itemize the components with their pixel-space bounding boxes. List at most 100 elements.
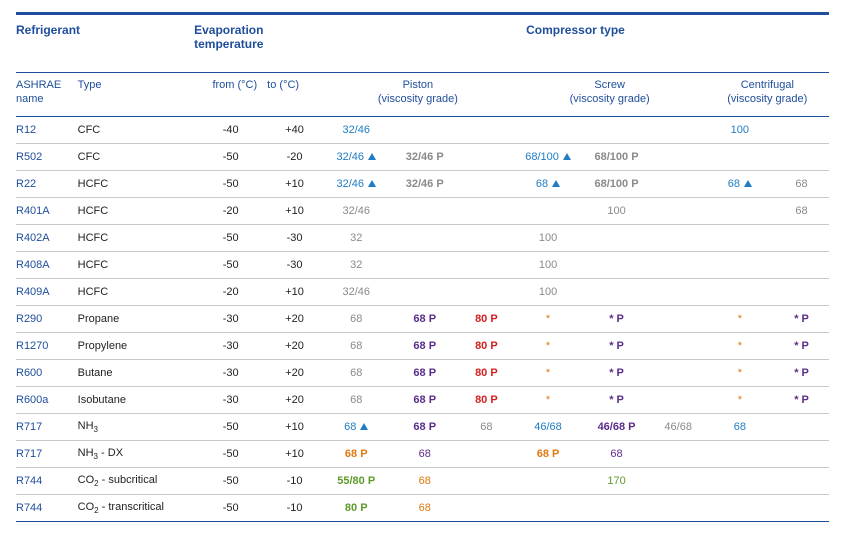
hdr-to: to (°C) xyxy=(267,72,322,117)
table-row: R502CFC-50-2032/4632/46 P68/10068/100 P xyxy=(16,144,829,171)
temp-from: -20 xyxy=(194,279,267,306)
hdr-evap: Evaporationtemperature xyxy=(194,19,322,72)
value-cell: * P xyxy=(774,387,829,414)
temp-to: +20 xyxy=(267,333,322,360)
ashrae-name: R1270 xyxy=(16,333,78,360)
value-cell: 32/46 xyxy=(322,198,391,225)
value-cell xyxy=(390,117,459,144)
value-cell: * P xyxy=(582,306,651,333)
value-cell: 46/68 xyxy=(651,414,706,441)
value-cell: 170 xyxy=(582,468,651,495)
value-cell xyxy=(651,144,706,171)
value-cell: 68 P xyxy=(390,306,459,333)
value-cell: 80 P xyxy=(322,495,391,522)
value-cell: 68 xyxy=(322,387,391,414)
ashrae-name: R402A xyxy=(16,225,78,252)
value-cell xyxy=(706,198,775,225)
value-cell xyxy=(651,252,706,279)
value-cell: * P xyxy=(774,333,829,360)
value-cell: 68/100 P xyxy=(582,171,651,198)
value-cell xyxy=(651,495,706,522)
value-cell: 68 xyxy=(390,495,459,522)
temp-from: -50 xyxy=(194,171,267,198)
value-cell: 68 xyxy=(706,171,775,198)
value-cell xyxy=(706,279,775,306)
ashrae-name: R12 xyxy=(16,117,78,144)
hdr-comp: Compressor type xyxy=(322,19,829,72)
value-cell xyxy=(459,198,514,225)
temp-to: -30 xyxy=(267,225,322,252)
refrigerant-type: HCFC xyxy=(78,279,194,306)
value-cell: 68 P xyxy=(390,360,459,387)
value-cell xyxy=(582,495,651,522)
temp-to: +10 xyxy=(267,279,322,306)
value-cell: * P xyxy=(582,333,651,360)
temp-to: -10 xyxy=(267,468,322,495)
value-cell xyxy=(459,117,514,144)
temp-from: -50 xyxy=(194,225,267,252)
table-row: R402AHCFC-50-3032100 xyxy=(16,225,829,252)
ashrae-name: R408A xyxy=(16,252,78,279)
ashrae-name: R600a xyxy=(16,387,78,414)
temp-to: +20 xyxy=(267,387,322,414)
value-cell: 68 P xyxy=(390,333,459,360)
value-cell: 68 P xyxy=(390,387,459,414)
refrigerant-type: Propane xyxy=(78,306,194,333)
value-cell: 46/68 xyxy=(514,414,583,441)
value-cell: 68 xyxy=(774,171,829,198)
value-cell xyxy=(459,225,514,252)
value-cell: * P xyxy=(582,360,651,387)
temp-from: -40 xyxy=(194,117,267,144)
value-cell xyxy=(774,279,829,306)
table-row: R401AHCFC-20+1032/4610068 xyxy=(16,198,829,225)
value-cell: 100 xyxy=(706,117,775,144)
table-row: R744CO2 - transcritical-50-1080 P68 xyxy=(16,495,829,522)
value-cell xyxy=(651,198,706,225)
refrigerant-table: Refrigerant Evaporationtemperature Compr… xyxy=(16,19,829,522)
value-cell: 32/46 xyxy=(322,171,391,198)
value-cell xyxy=(774,144,829,171)
value-cell xyxy=(390,225,459,252)
value-cell: 68 P xyxy=(514,441,583,468)
ashrae-name: R409A xyxy=(16,279,78,306)
value-cell xyxy=(651,441,706,468)
table-row: R409AHCFC-20+1032/46100 xyxy=(16,279,829,306)
value-cell: 80 P xyxy=(459,387,514,414)
value-cell xyxy=(514,495,583,522)
value-cell: 32/46 xyxy=(322,144,391,171)
value-cell xyxy=(459,171,514,198)
table-row: R408AHCFC-50-3032100 xyxy=(16,252,829,279)
value-cell: 68 xyxy=(322,333,391,360)
temp-to: +40 xyxy=(267,117,322,144)
refrigerant-type: CFC xyxy=(78,117,194,144)
refrigerant-type: HCFC xyxy=(78,198,194,225)
value-cell xyxy=(459,252,514,279)
value-cell xyxy=(390,252,459,279)
table-row: R1270Propylene-30+206868 P80 P** P** P xyxy=(16,333,829,360)
value-cell: 46/68 P xyxy=(582,414,651,441)
table-row: R12CFC-40+4032/46100 xyxy=(16,117,829,144)
ashrae-name: R717 xyxy=(16,441,78,468)
value-cell xyxy=(514,468,583,495)
value-cell: * xyxy=(514,306,583,333)
temp-to: +10 xyxy=(267,441,322,468)
hdr-centrifugal: Centrifugal(viscosity grade) xyxy=(706,72,829,117)
table-row: R22HCFC-50+1032/4632/46 P6868/100 P6868 xyxy=(16,171,829,198)
value-cell xyxy=(774,117,829,144)
value-cell: 68 P xyxy=(390,414,459,441)
value-cell xyxy=(582,225,651,252)
value-cell: * xyxy=(514,360,583,387)
value-cell xyxy=(582,117,651,144)
value-cell: 80 P xyxy=(459,306,514,333)
value-cell: 68 xyxy=(390,441,459,468)
value-cell xyxy=(774,414,829,441)
temp-from: -50 xyxy=(194,441,267,468)
temp-to: -20 xyxy=(267,144,322,171)
temp-to: +20 xyxy=(267,306,322,333)
refrigerant-type: Isobutane xyxy=(78,387,194,414)
value-cell xyxy=(459,441,514,468)
temp-from: -50 xyxy=(194,252,267,279)
value-cell: 32/46 xyxy=(322,279,391,306)
hdr-refrigerant: Refrigerant xyxy=(16,19,194,72)
value-cell: 55/80 P xyxy=(322,468,391,495)
